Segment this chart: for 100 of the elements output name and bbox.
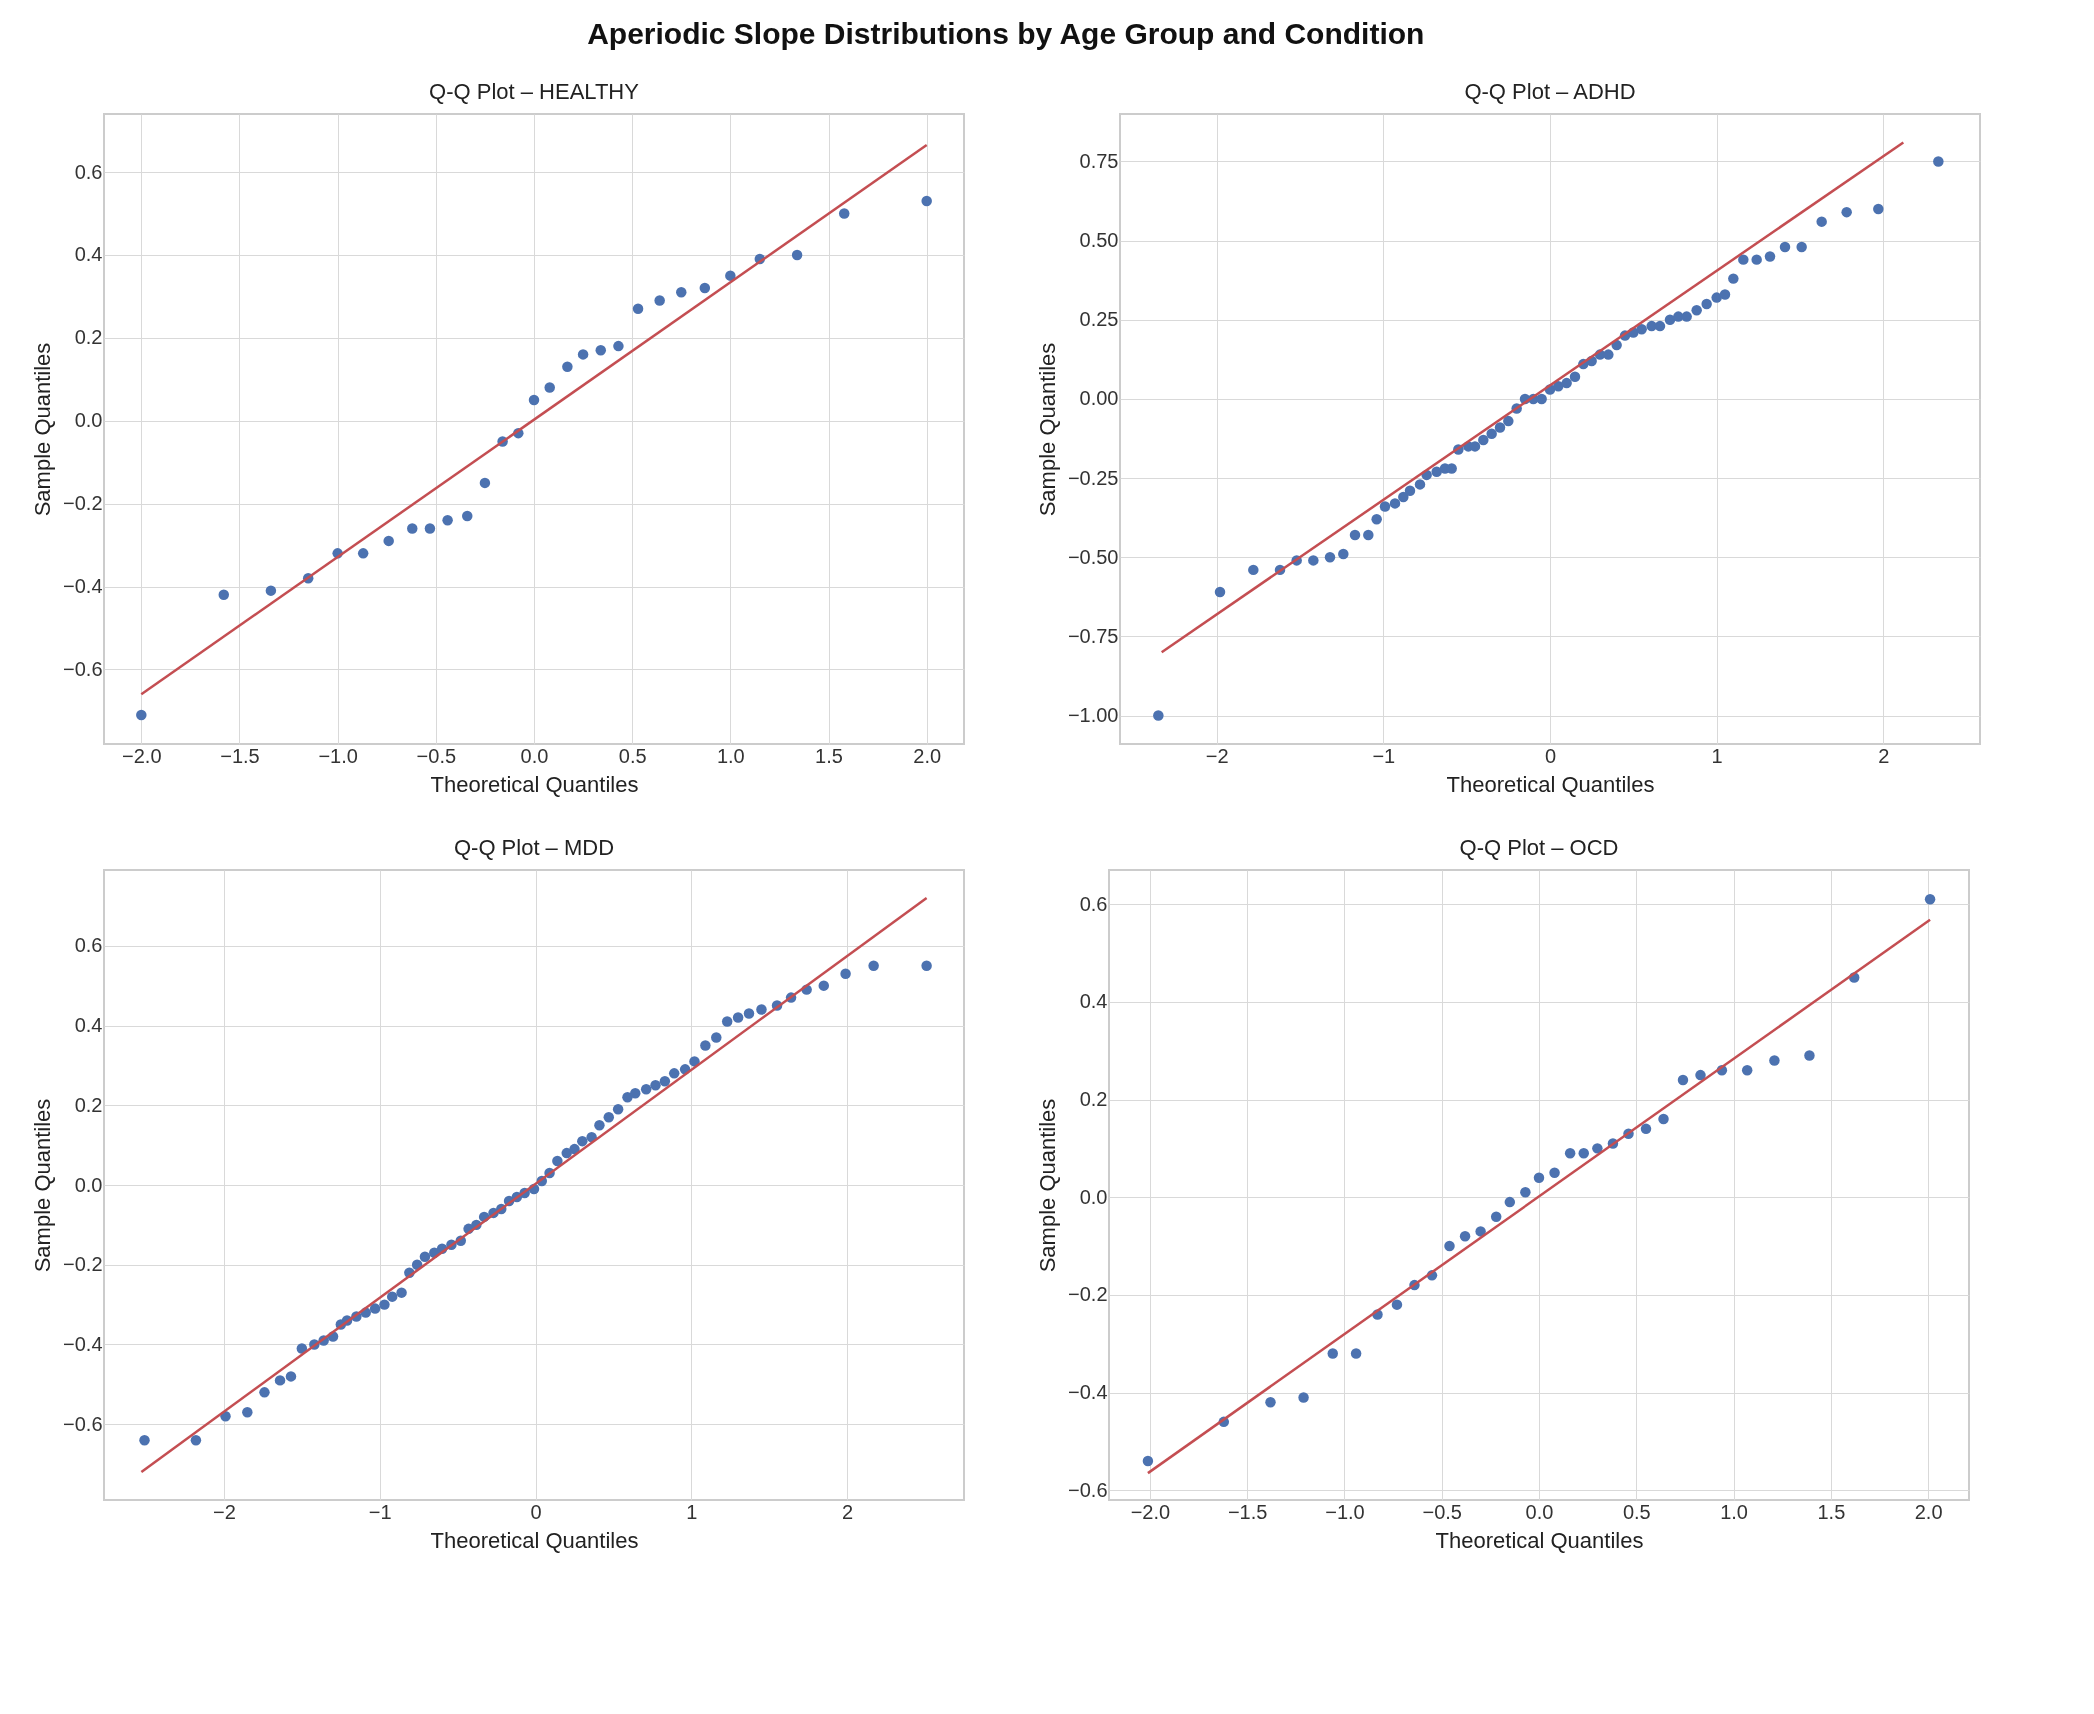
y-tick-label: −0.2 — [63, 1253, 103, 1276]
y-tick-label: −0.4 — [63, 575, 103, 597]
x-tick-label: 0.0 — [520, 744, 549, 767]
x-tick-label: 1.0 — [1720, 1500, 1748, 1523]
point — [1658, 1113, 1669, 1125]
x-tick-label: 0.5 — [1622, 1500, 1651, 1523]
x-tick-label: 1.5 — [1817, 1500, 1846, 1523]
x-tick-label: 2 — [1878, 744, 1890, 767]
y-tick-label: 0.4 — [74, 1014, 103, 1037]
point — [1350, 1348, 1362, 1359]
y-tick-label: 0.6 — [1079, 892, 1108, 915]
x-tick-label: 0 — [530, 1500, 542, 1523]
x-axis-title: Theoretical Quantiles — [430, 771, 639, 797]
y-tick-label: −0.4 — [1068, 1381, 1108, 1404]
y-tick-label: −0.4 — [63, 1332, 103, 1355]
point — [1677, 1074, 1689, 1086]
x-axis-title: Theoretical Quantiles — [1446, 771, 1655, 797]
x-tick-label: 1.0 — [716, 744, 745, 767]
x-tick-label: 1.5 — [815, 744, 843, 767]
x-tick-label: −2.0 — [122, 744, 162, 767]
y-tick-label: 0.0 — [1079, 1185, 1108, 1208]
point — [357, 548, 369, 559]
x-tick-label: −1.0 — [1325, 1500, 1365, 1523]
point — [424, 523, 436, 534]
y-tick-label: 0.25 — [1079, 308, 1119, 331]
y-tick-label: −0.25 — [1067, 466, 1119, 489]
point — [1504, 1196, 1516, 1208]
x-tick-label: −1 — [1372, 744, 1396, 767]
point — [1520, 1187, 1531, 1198]
y-axis-title: Sample Quantiles — [1035, 1098, 1061, 1273]
y-axis-title: Sample Quantiles — [30, 1098, 56, 1273]
point — [676, 286, 687, 298]
point — [1490, 1211, 1502, 1222]
point — [528, 394, 540, 406]
point — [1804, 1050, 1815, 1061]
y-tick-label: −0.6 — [63, 1412, 103, 1435]
y-tick-label: 0.6 — [74, 934, 103, 957]
point — [1142, 1455, 1154, 1467]
x-tick-label: −1 — [368, 1500, 392, 1523]
point — [544, 382, 555, 393]
point — [1741, 1065, 1753, 1076]
x-axis-title: Theoretical Quantiles — [430, 1527, 639, 1553]
point — [1533, 1172, 1545, 1183]
point — [1592, 1143, 1603, 1154]
point — [136, 709, 147, 721]
point — [1444, 1240, 1455, 1252]
point — [1564, 1148, 1576, 1159]
y-tick-label: −0.6 — [63, 657, 103, 680]
point — [407, 523, 418, 534]
point — [383, 535, 394, 547]
point — [791, 249, 803, 261]
x-tick-label: −0.5 — [1422, 1500, 1462, 1523]
point — [1265, 1397, 1276, 1408]
point — [1475, 1226, 1486, 1237]
y-tick-label: 0.2 — [74, 326, 103, 349]
y-tick-label: 0.0 — [74, 409, 103, 432]
x-tick-label: −2 — [1205, 744, 1229, 767]
point — [1298, 1392, 1309, 1403]
chart-title: Q-Q Plot – HEALTHY — [429, 79, 640, 104]
point — [1578, 1148, 1589, 1159]
y-tick-label: 0.50 — [1079, 229, 1119, 252]
point — [613, 340, 624, 352]
y-tick-label: 0.4 — [74, 243, 103, 266]
point — [1640, 1123, 1652, 1135]
y-tick-label: 0.4 — [1079, 990, 1108, 1013]
point — [699, 282, 711, 294]
y-axis-title: Sample Quantiles — [1034, 342, 1060, 517]
point — [1769, 1055, 1780, 1066]
x-tick-label: 2.0 — [1914, 1500, 1943, 1523]
y-tick-label: 0.00 — [1079, 387, 1119, 410]
y-tick-label: 0.75 — [1079, 149, 1119, 172]
point — [838, 208, 850, 219]
x-tick-label: −1.5 — [1227, 1500, 1268, 1523]
x-tick-label: 1 — [686, 1500, 698, 1523]
x-tick-label: 0.0 — [1525, 1500, 1554, 1523]
point — [1327, 1348, 1338, 1359]
y-tick-label: −0.75 — [1067, 624, 1119, 647]
x-tick-label: −2 — [213, 1500, 236, 1523]
y-tick-label: 0.2 — [74, 1093, 103, 1116]
y-tick-label: −0.50 — [1067, 545, 1119, 568]
y-tick-label: 0.2 — [1079, 1088, 1108, 1111]
x-tick-label: −2.0 — [1130, 1500, 1171, 1523]
x-tick-label: 2 — [842, 1500, 854, 1523]
point — [265, 585, 277, 596]
x-tick-label: 0.5 — [618, 744, 647, 767]
point — [577, 349, 589, 360]
point — [442, 514, 453, 526]
chart-title: Q-Q Plot – MDD — [453, 835, 615, 860]
y-tick-label: 0.6 — [74, 160, 103, 183]
point — [1549, 1167, 1560, 1179]
y-tick-label: −0.6 — [1068, 1478, 1108, 1501]
point — [921, 195, 932, 207]
x-tick-label: 0 — [1544, 744, 1557, 767]
y-tick-label: −0.2 — [63, 492, 103, 515]
point — [479, 477, 491, 489]
chart-title: Q-Q Plot – OCD — [1459, 835, 1619, 860]
chart-title: Q-Q Plot – ADHD — [1464, 79, 1636, 104]
x-tick-label: −0.5 — [416, 744, 457, 767]
x-tick-label: 1 — [1711, 744, 1723, 767]
x-tick-label: −1.5 — [220, 744, 260, 767]
